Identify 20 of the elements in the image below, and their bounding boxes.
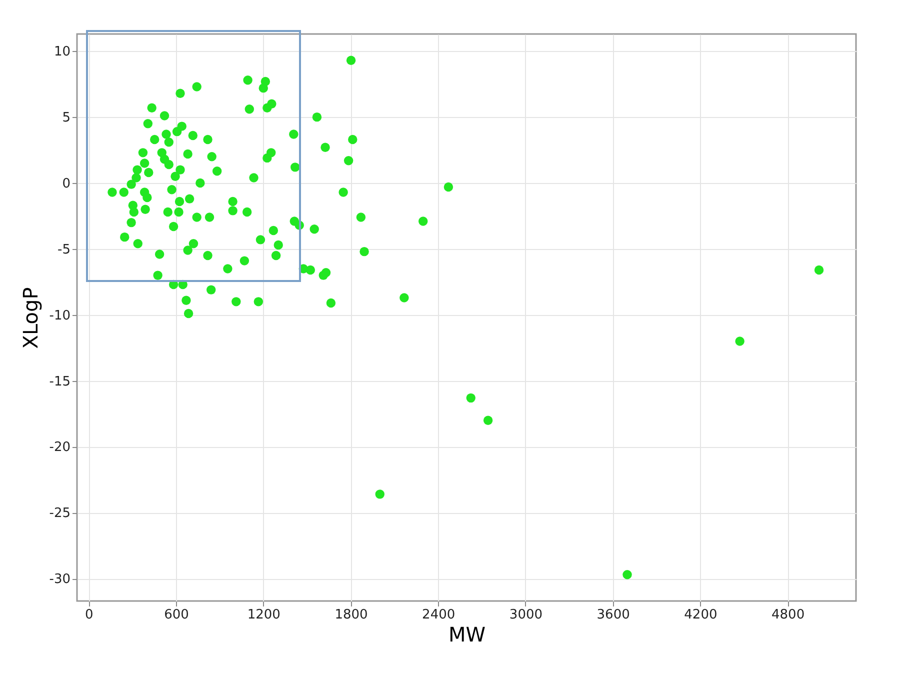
y-tick-label: -20 (49, 440, 70, 456)
y-tick-label: 0 (62, 176, 70, 192)
y-tick-label: 10 (54, 44, 70, 60)
y-tick-label: -5 (58, 242, 70, 258)
x-tick-label: 1800 (334, 608, 368, 622)
y-tick-label: -25 (49, 506, 70, 522)
x-tick-label: 2400 (422, 608, 456, 622)
x-tick-label: 4800 (772, 608, 805, 622)
x-tick-label: 4200 (684, 608, 718, 622)
x-tick-label: 1200 (247, 608, 280, 622)
y-tick-label: -30 (49, 572, 70, 588)
x-tick-label: 600 (164, 608, 189, 622)
y-tick-label: -15 (49, 374, 70, 390)
x-tick-label: 3000 (509, 608, 543, 622)
y-axis-title: XLogP (18, 287, 42, 349)
x-tick-label: 0 (85, 608, 94, 622)
y-tick-label: -10 (49, 308, 70, 324)
x-tick-label: 3600 (596, 608, 630, 622)
x-axis-title: MW (448, 622, 486, 646)
y-tick-label: 5 (62, 110, 70, 126)
